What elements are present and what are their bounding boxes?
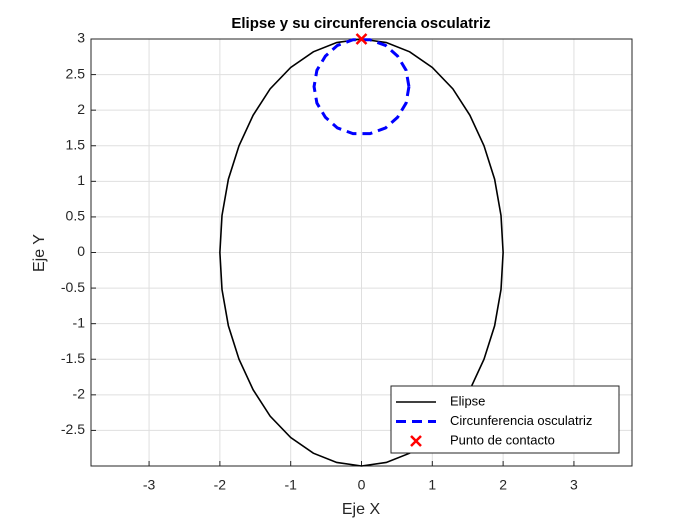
y-tick-label: 1.5 <box>66 136 86 152</box>
y-tick-label: 2 <box>77 101 85 117</box>
y-tick-label: -1.5 <box>61 350 85 366</box>
legend: Elipse Circunferencia osculatriz Punto de … <box>390 385 620 454</box>
y-axis-label: Eje Y <box>31 234 48 272</box>
y-tick-label: 0 <box>77 243 85 259</box>
x-tick-label: 3 <box>570 477 578 493</box>
x-tick-label: 1 <box>428 477 436 493</box>
y-tick-label: -2 <box>73 386 86 402</box>
legend-label: Circunferencia osculatriz <box>450 413 592 428</box>
y-tick-label: -2.5 <box>61 421 85 437</box>
y-tick-label: -0.5 <box>61 279 85 295</box>
y-tick-label: 1 <box>77 172 85 188</box>
legend-label: Elipse <box>450 393 485 408</box>
point-marker <box>355 33 368 45</box>
legend-swatch <box>410 435 422 447</box>
chart-title: Elipse y su circunferencia osculatriz <box>231 15 490 32</box>
x-tick-label: 2 <box>499 477 507 493</box>
y-tick-label: 0.5 <box>66 208 86 224</box>
x-axis-label: Eje X <box>342 501 381 518</box>
series-line <box>312 38 411 136</box>
x-tick-label: -3 <box>143 477 156 493</box>
y-tick-label: 2.5 <box>66 65 86 81</box>
y-tick-label: 3 <box>77 30 85 46</box>
legend-label: Punto de contacto <box>450 432 555 447</box>
x-tick-label: -2 <box>214 477 227 493</box>
y-tick-label: -1 <box>73 314 86 330</box>
x-tick-label: -1 <box>284 477 297 493</box>
x-tick-label: 0 <box>358 477 366 493</box>
legend-box <box>390 385 620 454</box>
